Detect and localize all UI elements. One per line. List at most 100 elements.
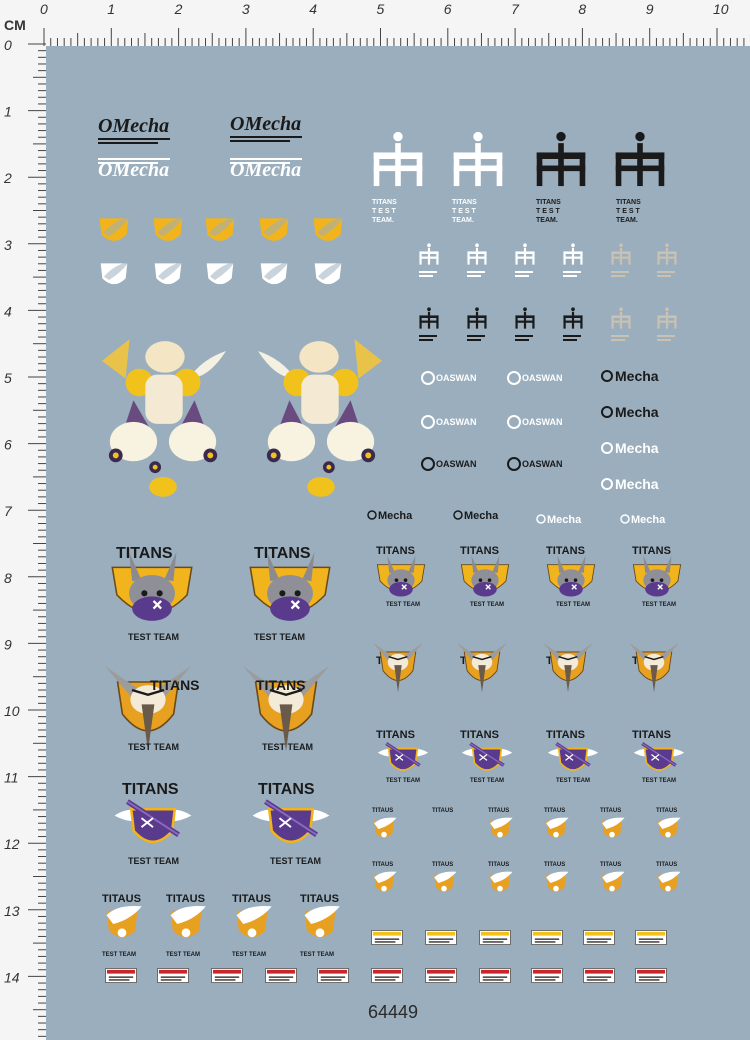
trident-logo-small	[515, 307, 535, 341]
svg-text:TITANS: TITANS	[150, 677, 200, 693]
winged-shield-emblem-small: TITAUS	[372, 862, 397, 892]
titans-bunny-emblem-large: TITANS TEST TEAM	[248, 545, 332, 642]
trident-logo-small	[563, 307, 583, 341]
ruler-top-number: 7	[511, 1, 520, 17]
titans-test-team-caption: TITANS T E S T TEAM.	[452, 199, 477, 224]
winged-shield-emblem-small: TITAUS	[432, 862, 457, 892]
winged-shield-emblem-small: TITAUS	[656, 862, 681, 892]
svg-text:TEST TEAM: TEST TEAM	[166, 952, 200, 958]
svg-text:TITANS: TITANS	[254, 545, 311, 562]
svg-text:TITAUS: TITAUS	[488, 862, 509, 868]
svg-text:T E S T: T E S T	[452, 208, 476, 215]
omecha-logo-black-1: OMecha	[98, 115, 170, 144]
titans-small-emblem: TITANS TEST TEAM	[376, 729, 428, 784]
warning-label-icon	[531, 968, 563, 983]
svg-text:TEST TEAM: TEST TEAM	[128, 632, 179, 642]
titans-small-emblem: TITANS TEST TEAM	[632, 729, 684, 784]
svg-text:TITAUS: TITAUS	[300, 893, 339, 905]
ruler-top-number: 9	[646, 1, 654, 17]
svg-text:TEST TEAM: TEST TEAM	[470, 778, 504, 784]
svg-text:TITANS: TITANS	[122, 781, 179, 798]
ruler-top-number: 5	[377, 1, 385, 17]
svg-text:TITANS: TITANS	[376, 729, 415, 741]
svg-text:TEST TEAM: TEST TEAM	[386, 778, 420, 784]
winged-shield-emblem-small: TITAUS	[372, 808, 397, 838]
trident-logo-small	[419, 307, 439, 341]
svg-text:TEST TEAM: TEST TEAM	[128, 856, 179, 866]
svg-text:TITAUS: TITAUS	[166, 893, 205, 905]
ruler-left-number: 7	[4, 503, 13, 519]
svg-text:TEST TEAM: TEST TEAM	[270, 856, 321, 866]
svg-text:TEST TEAM: TEST TEAM	[232, 952, 266, 958]
ruler-top-number: 2	[174, 1, 183, 17]
ruler-top-number: 6	[444, 1, 452, 17]
ruler-top-number: 3	[242, 1, 250, 17]
sheet-number: 64449	[368, 1002, 418, 1022]
titans-small-emblem: TITANS TEST TEAM	[546, 729, 598, 784]
titans-small-emblem: TITANS	[455, 641, 509, 693]
svg-text:TITAUS: TITAUS	[432, 862, 453, 868]
svg-text:OASWAN: OASWAN	[522, 417, 563, 427]
winged-shield-emblem-small: TITAUS	[544, 808, 569, 838]
titans-rifle-emblem-large: TITANS TEST TEAM	[253, 781, 330, 866]
warning-label-icon	[531, 930, 563, 945]
oaswan-logo: OASWAN	[507, 457, 563, 471]
titans-bunny-emblem-large: TITANS TEST TEAM	[110, 545, 194, 642]
warning-label-icon	[157, 968, 189, 983]
winged-shield-emblem-small: TITAUS	[488, 862, 513, 892]
titans-small-emblem: TITANS TEST TEAM	[632, 545, 682, 608]
svg-text:TEST TEAM: TEST TEAM	[386, 602, 420, 608]
ruler-left-number: 1	[4, 104, 12, 120]
svg-text:TITAUS: TITAUS	[656, 808, 677, 814]
svg-text:TEAM.: TEAM.	[372, 217, 394, 224]
ruler-top-number: 4	[309, 1, 317, 17]
ruler-left-number: 12	[4, 836, 20, 852]
titans-test-team-caption: TITANS T E S T TEAM.	[372, 199, 397, 224]
oaswan-logo: OASWAN	[507, 371, 563, 385]
oaswan-logo: OASWAN	[421, 415, 477, 429]
svg-text:TITAUS: TITAUS	[656, 862, 677, 868]
omecha-logo-white-1: OMecha	[98, 158, 170, 181]
warning-label-icon	[425, 968, 457, 983]
svg-text:T E S T: T E S T	[536, 208, 560, 215]
svg-text:TITANS: TITANS	[536, 199, 561, 206]
sheet-background	[46, 46, 750, 1040]
svg-text:TITAUS: TITAUS	[232, 893, 271, 905]
svg-text:TITAUS: TITAUS	[372, 862, 393, 868]
mecha-logo-small: Mecha	[536, 514, 582, 526]
ruler-left-number: 3	[4, 237, 12, 253]
winged-shield-grid-right: TITAUS TITAUS TITAUS TITAUS TITAUS TITAUS TITA…	[372, 808, 681, 892]
trident-logo-small	[657, 243, 677, 277]
warning-label-icon	[211, 968, 243, 983]
svg-text:TITAUS: TITAUS	[102, 893, 141, 905]
svg-text:TEAM.: TEAM.	[616, 217, 638, 224]
warning-label-icon	[635, 968, 667, 983]
titans-small-emblem: TITANS TEST TEAM	[376, 545, 426, 608]
svg-text:TEST TEAM: TEST TEAM	[300, 952, 334, 958]
svg-text:TITANS: TITANS	[632, 545, 671, 557]
ruler-left-number: 13	[4, 903, 20, 919]
svg-text:TITAUS: TITAUS	[488, 808, 509, 814]
svg-text:TITANS: TITANS	[372, 199, 397, 206]
svg-text:TEST TEAM: TEST TEAM	[254, 632, 305, 642]
warning-label-icon	[583, 930, 615, 945]
mecha-logo: Mecha	[601, 404, 659, 420]
mecha-logo: Mecha	[601, 476, 659, 492]
warning-label-icon	[371, 968, 403, 983]
svg-text:OASWAN: OASWAN	[522, 373, 563, 383]
ruler-top-number: 8	[578, 1, 586, 17]
svg-text:TEST TEAM: TEST TEAM	[262, 742, 313, 752]
ruler-left-number: 6	[4, 437, 12, 453]
ruler-left-number: 14	[4, 969, 20, 985]
svg-text:TITANS: TITANS	[546, 545, 585, 557]
titans-small-emblem: TITANS	[627, 641, 681, 693]
trident-logo-small	[515, 243, 535, 277]
trident-logo-small	[467, 243, 487, 277]
winged-shield-emblem-small: TITAUS	[488, 808, 513, 838]
svg-text:TITANS: TITANS	[116, 545, 173, 562]
titans-small-emblem: TITANS TEST TEAM	[460, 545, 510, 608]
warning-label-icon	[105, 968, 137, 983]
warning-label-icon	[317, 968, 349, 983]
ruler-left-number: 11	[4, 770, 19, 786]
